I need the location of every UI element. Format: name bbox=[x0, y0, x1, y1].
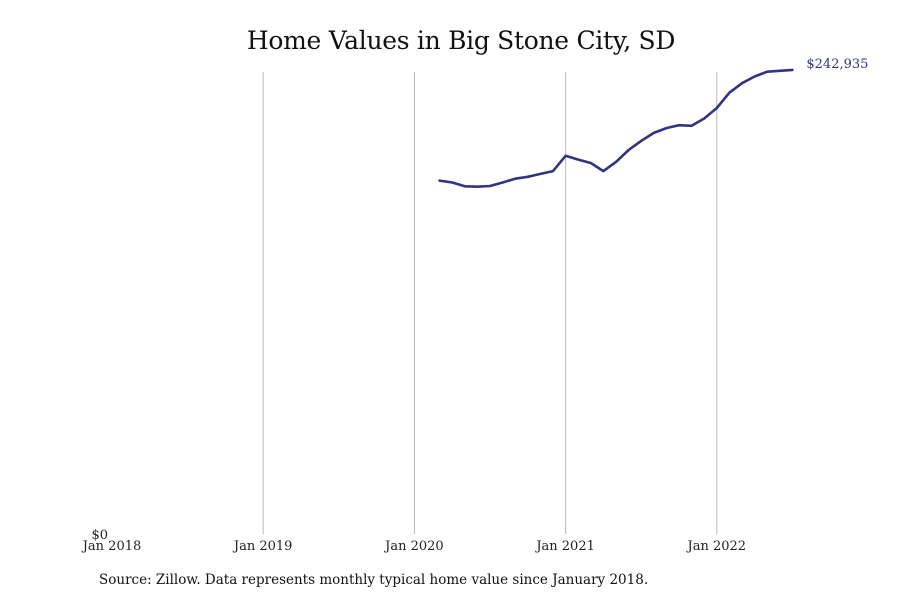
end-value-label: $242,935 bbox=[806, 57, 868, 72]
x-tick-label: Jan 2021 bbox=[534, 539, 595, 554]
x-tick-label: Jan 2019 bbox=[232, 539, 293, 554]
x-axis-ticks: Jan 2018 Jan 2019 Jan 2020 Jan 2021 Jan 2022 bbox=[81, 539, 746, 554]
x-tick-label: Jan 2018 bbox=[81, 539, 142, 554]
x-tick-label: Jan 2022 bbox=[686, 539, 747, 554]
chart-title: Home Values in Big Stone City, SD bbox=[246, 26, 676, 55]
home-value-line bbox=[438, 68, 794, 188]
source-note: Source: Zillow. Data represents monthly … bbox=[99, 572, 649, 588]
y-tick-label: $0 bbox=[91, 528, 108, 543]
y-axis-ticks: $0 bbox=[91, 528, 108, 543]
x-tick-label: Jan 2020 bbox=[383, 539, 444, 554]
gridlines bbox=[262, 72, 718, 534]
